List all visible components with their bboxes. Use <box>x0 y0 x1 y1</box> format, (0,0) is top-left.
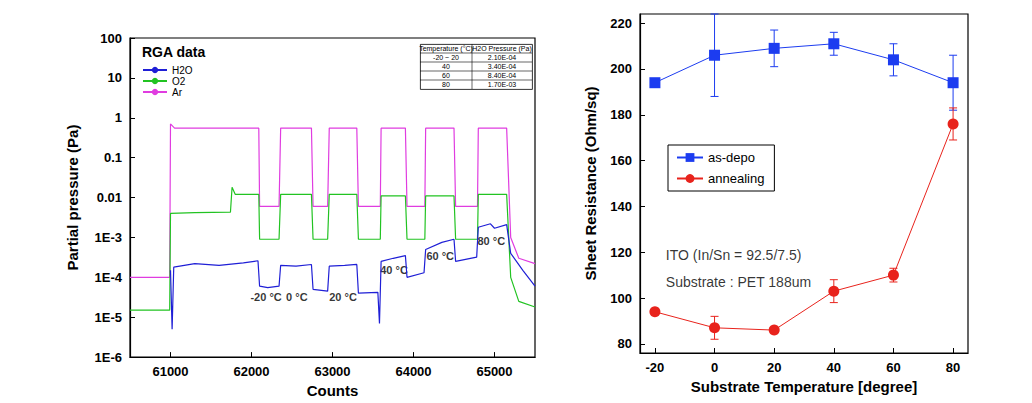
svg-text:220: 220 <box>610 16 632 31</box>
svg-text:Partial pressure (Pa): Partial pressure (Pa) <box>64 125 81 271</box>
svg-text:Ar: Ar <box>172 87 183 98</box>
svg-text:Counts: Counts <box>307 382 359 399</box>
svg-text:60: 60 <box>886 360 900 375</box>
svg-text:1E-3: 1E-3 <box>95 230 122 245</box>
svg-text:-20 °C: -20 °C <box>250 291 281 303</box>
svg-text:20 °C: 20 °C <box>329 291 357 303</box>
svg-text:8.40E-04: 8.40E-04 <box>488 72 517 79</box>
svg-text:1E-6: 1E-6 <box>95 350 122 365</box>
svg-text:Substrate : PET 188um: Substrate : PET 188um <box>666 274 811 290</box>
svg-text:80 °C: 80 °C <box>477 235 505 247</box>
svg-text:80: 80 <box>442 81 450 88</box>
svg-text:Temperature (°C): Temperature (°C) <box>419 45 473 53</box>
svg-text:as-depo: as-depo <box>708 150 755 165</box>
svg-text:180: 180 <box>610 107 632 122</box>
svg-text:61000: 61000 <box>152 364 188 379</box>
svg-text:64000: 64000 <box>395 364 431 379</box>
svg-text:0.1: 0.1 <box>104 150 122 165</box>
svg-text:120: 120 <box>610 245 632 260</box>
svg-text:1E-5: 1E-5 <box>95 310 122 325</box>
svg-text:10: 10 <box>108 70 122 85</box>
svg-text:80: 80 <box>946 360 960 375</box>
svg-text:65000: 65000 <box>476 364 512 379</box>
svg-text:140: 140 <box>610 199 632 214</box>
svg-text:3.40E-04: 3.40E-04 <box>488 63 517 70</box>
svg-text:1E-4: 1E-4 <box>95 270 123 285</box>
svg-text:100: 100 <box>610 291 632 306</box>
svg-text:160: 160 <box>610 153 632 168</box>
svg-text:0.01: 0.01 <box>97 190 122 205</box>
svg-text:60: 60 <box>442 72 450 79</box>
svg-text:40: 40 <box>827 360 841 375</box>
svg-text:20: 20 <box>767 360 781 375</box>
svg-text:annealing: annealing <box>708 171 764 186</box>
svg-text:H2O Pressure (Pa): H2O Pressure (Pa) <box>472 45 532 53</box>
svg-text:-20: -20 <box>646 360 665 375</box>
svg-text:40 °C: 40 °C <box>380 264 408 276</box>
svg-text:40: 40 <box>442 63 450 70</box>
svg-text:ITO (In/Sn = 92.5/7.5): ITO (In/Sn = 92.5/7.5) <box>666 247 802 263</box>
svg-text:62000: 62000 <box>233 364 269 379</box>
svg-text:100: 100 <box>100 31 122 46</box>
svg-text:1: 1 <box>115 110 122 125</box>
svg-text:2.10E-04: 2.10E-04 <box>488 54 517 61</box>
svg-text:H2O: H2O <box>172 65 193 76</box>
svg-text:0 °C: 0 °C <box>286 291 308 303</box>
svg-text:80: 80 <box>618 336 632 351</box>
svg-text:1.70E-03: 1.70E-03 <box>488 81 517 88</box>
svg-text:60 °C: 60 °C <box>426 250 454 262</box>
svg-text:RGA data: RGA data <box>142 44 205 60</box>
svg-text:-20 ~ 20: -20 ~ 20 <box>433 54 459 61</box>
svg-text:63000: 63000 <box>314 364 350 379</box>
svg-text:200: 200 <box>610 61 632 76</box>
svg-text:0: 0 <box>711 360 718 375</box>
svg-text:Sheet Resistance (Ohm/sq): Sheet Resistance (Ohm/sq) <box>582 86 599 280</box>
svg-text:Substrate Temperature [degree]: Substrate Temperature [degree] <box>691 378 917 395</box>
svg-text:O2: O2 <box>172 76 186 87</box>
